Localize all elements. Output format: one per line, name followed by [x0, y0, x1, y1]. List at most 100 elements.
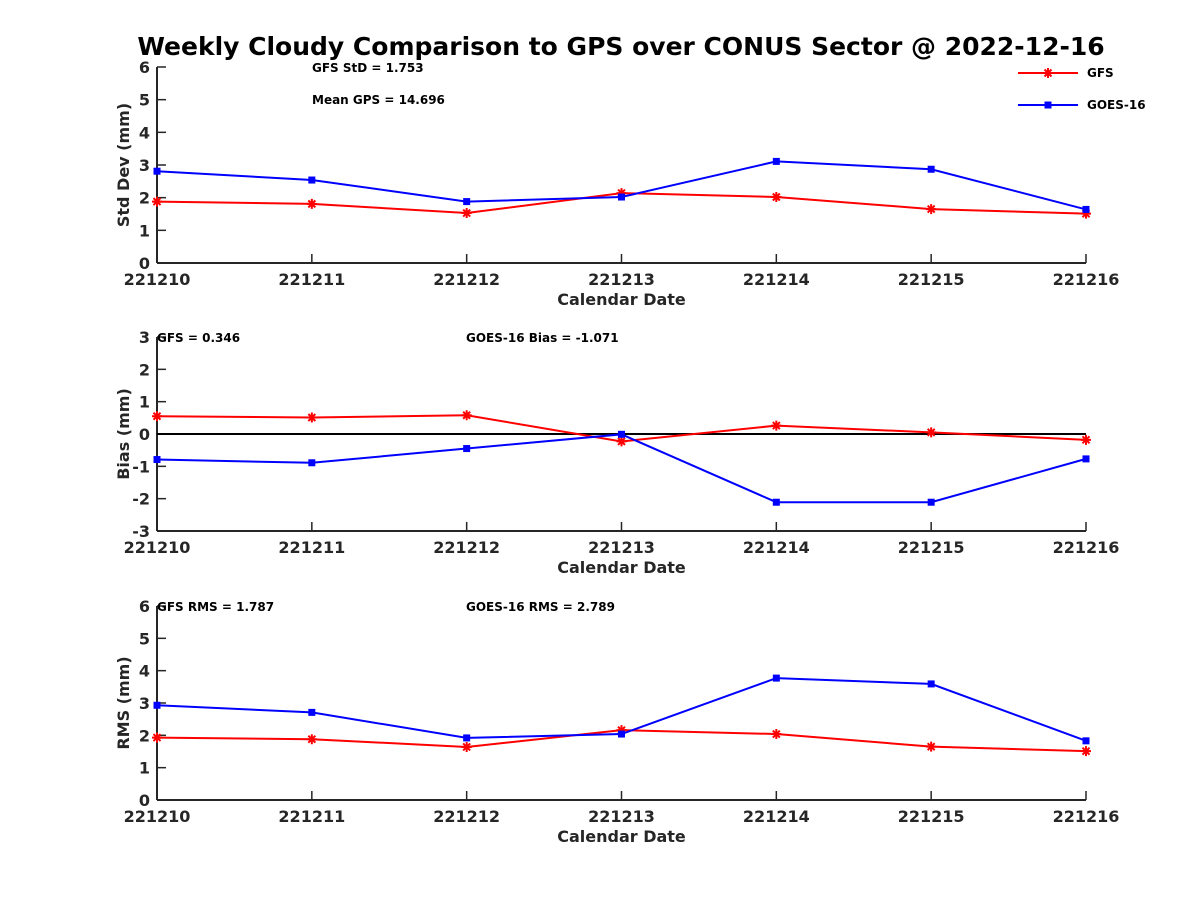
data-point	[1082, 205, 1090, 213]
data-point	[463, 445, 471, 453]
x-tick-label: 221210	[124, 538, 191, 557]
data-point	[771, 192, 782, 203]
data-point	[618, 430, 625, 438]
y-tick-label: -3	[132, 522, 150, 541]
data-point	[152, 196, 162, 207]
x-tick-label: 221210	[124, 270, 191, 289]
y-tick-label: 6	[139, 597, 150, 616]
data-point	[926, 204, 937, 215]
data-point	[463, 198, 471, 206]
panel-bias: -3 -2 -1 0 1 2 3 221210 221211 221212 221213 221214…	[114, 328, 1119, 577]
x-axis-label: Calendar Date	[557, 827, 686, 846]
series-goes-16	[153, 674, 1090, 745]
y-tick-label: 2	[139, 189, 150, 208]
data-point	[927, 498, 935, 506]
series-gfs	[152, 188, 1091, 219]
data-point	[927, 165, 935, 173]
legend-entry: GFS	[1018, 66, 1114, 80]
y-tick-label: 0	[139, 791, 150, 810]
x-axis-label: Calendar Date	[557, 558, 686, 577]
data-point	[153, 456, 161, 464]
series-goes-16	[153, 157, 1090, 213]
data-point	[616, 725, 627, 736]
series-gfs	[152, 410, 1091, 447]
panel-std: 0 1 2 3 4 5 6 221210 221211 221212 221213 221214 221…	[114, 58, 1119, 309]
data-point	[618, 730, 625, 738]
panel-rms: 0 1 2 3 4 5 6 221210 221211 221212 221213 221214 221…	[114, 597, 1119, 846]
annotation: GFS RMS = 1.787	[157, 600, 274, 614]
data-point	[772, 498, 780, 506]
y-tick-label: 2	[139, 726, 150, 745]
y-tick-label: 1	[139, 759, 150, 778]
legend-entry: GOES-16	[1018, 98, 1146, 112]
data-point	[616, 436, 627, 447]
y-tick-label: 3	[139, 156, 150, 175]
x-tick-label: 221215	[898, 807, 965, 826]
x-tick-label: 221210	[124, 807, 191, 826]
data-point	[306, 734, 317, 745]
x-tick-label: 221214	[743, 270, 810, 289]
y-tick-label: 3	[139, 694, 150, 713]
y-axis-label: RMS (mm)	[114, 656, 133, 749]
x-tick-label: 221215	[898, 538, 965, 557]
x-tick-label: 221216	[1053, 270, 1120, 289]
annotation: GFS StD = 1.753	[312, 61, 424, 75]
data-point	[152, 411, 162, 422]
legend: GFS GOES-16	[1018, 66, 1146, 112]
chart-title: Weekly Cloudy Comparison to GPS over CON…	[137, 32, 1104, 61]
annotation: GOES-16 RMS = 2.789	[466, 600, 615, 614]
data-point	[1082, 455, 1090, 463]
y-tick-label: 4	[139, 662, 150, 681]
data-point	[1081, 434, 1091, 445]
data-point	[926, 741, 937, 752]
x-axis-label: Calendar Date	[557, 290, 686, 309]
legend-label: GFS	[1087, 66, 1114, 80]
data-point	[461, 741, 472, 752]
data-point	[461, 410, 472, 421]
data-point	[926, 427, 937, 438]
data-point	[308, 459, 316, 467]
data-point	[1081, 746, 1091, 757]
y-tick-label: 6	[139, 58, 150, 77]
legend-marker	[1043, 68, 1053, 78]
x-tick-label: 221213	[588, 807, 655, 826]
y-tick-label: 3	[139, 328, 150, 347]
x-tick-label: 221216	[1053, 807, 1120, 826]
x-tick-label: 221214	[743, 538, 810, 557]
data-point	[772, 157, 780, 165]
annotation: Mean GPS = 14.696	[312, 93, 445, 107]
y-tick-label: 0	[139, 254, 150, 273]
data-point	[618, 193, 625, 201]
y-tick-label: 1	[139, 221, 150, 240]
series-goes-16	[153, 430, 1090, 506]
x-tick-label: 221213	[588, 270, 655, 289]
data-point	[771, 420, 782, 431]
x-tick-label: 221215	[898, 270, 965, 289]
x-tick-label: 221214	[743, 807, 810, 826]
x-tick-label: 221211	[278, 807, 345, 826]
y-tick-label: -2	[132, 490, 150, 509]
data-point	[153, 167, 161, 175]
data-point	[153, 701, 161, 709]
y-axis-label: Std Dev (mm)	[114, 103, 133, 227]
data-point	[152, 732, 162, 743]
y-tick-label: 0	[139, 425, 150, 444]
y-axis-label: Bias (mm)	[114, 388, 133, 480]
x-tick-label: 221211	[278, 538, 345, 557]
data-point	[463, 734, 471, 742]
annotation: GOES-16 Bias = -1.071	[466, 331, 619, 345]
data-point	[772, 674, 780, 682]
y-tick-label: 1	[139, 393, 150, 412]
series-gfs	[152, 725, 1091, 757]
data-point	[771, 729, 782, 740]
annotation: GFS = 0.346	[157, 331, 240, 345]
legend-label: GOES-16	[1087, 98, 1146, 112]
x-tick-label: 221216	[1053, 538, 1120, 557]
data-point	[927, 680, 935, 688]
y-tick-label: 5	[139, 629, 150, 648]
data-point	[461, 208, 472, 219]
data-point	[308, 708, 316, 716]
x-tick-label: 221211	[278, 270, 345, 289]
